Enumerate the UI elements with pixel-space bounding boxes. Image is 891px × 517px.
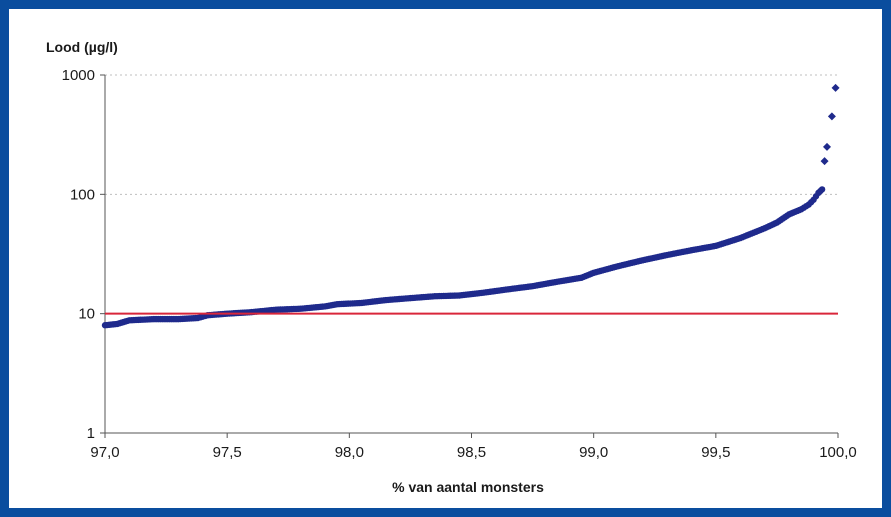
y-tick-label: 1000 [62,67,95,84]
x-tick-label: 98,0 [335,444,364,461]
y-tick-label: 100 [70,186,95,203]
axis-layer: 1 10 100 1000 97,0 97,5 98,0 98,5 99,0 99,5 100,0 [62,67,857,461]
y-tick-label: 10 [78,306,95,323]
y-axis-title: Lood (µg/l) [46,39,118,55]
data-point [818,186,826,193]
data-point [827,112,836,121]
x-axis-title: % van aantal monsters [392,479,544,495]
data-point [820,157,829,166]
x-tick-label: 100,0 [819,444,857,461]
y-tick-label: 1 [87,425,95,442]
x-tick-label: 97,0 [90,444,119,461]
grid-layer [105,74,838,195]
data-point [831,83,840,92]
data-point [823,142,832,151]
x-tick-label: 99,0 [579,444,608,461]
label-layer: Lood (µg/l) % van aantal monsters [46,39,544,495]
points-layer [101,83,840,329]
x-tick-label: 99,5 [701,444,730,461]
x-tick-label: 97,5 [213,444,242,461]
x-tick-label: 98,5 [457,444,486,461]
